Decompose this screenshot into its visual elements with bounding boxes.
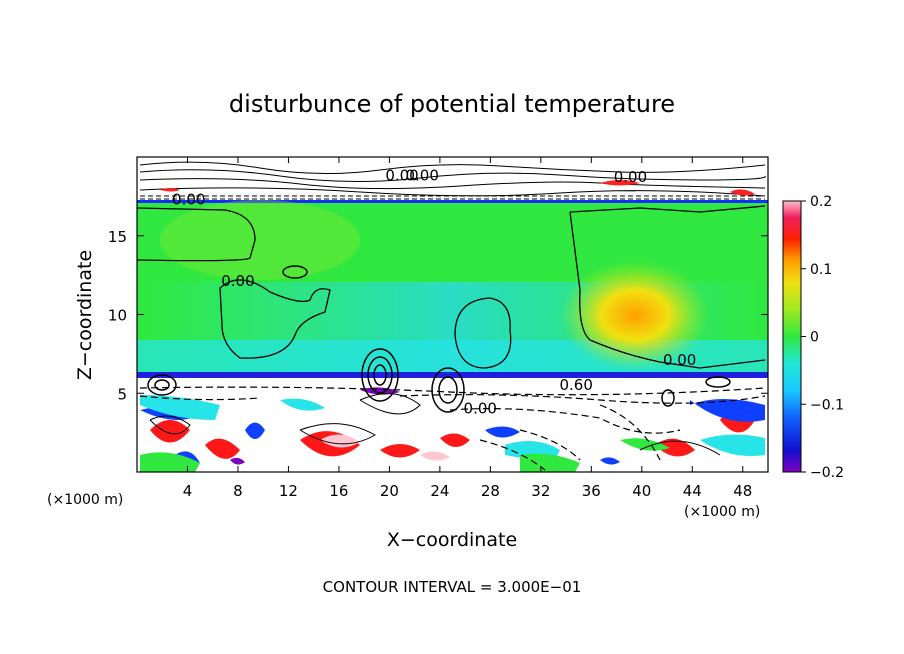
- x-tick-label: 12: [279, 482, 298, 500]
- colorbar: 0.2 0.1 0 −0.1 −0.2: [782, 194, 844, 481]
- colorbar-tick-label: −0.2: [810, 465, 844, 481]
- x-tick-label: 48: [733, 482, 752, 500]
- x-unit-right: (×1000 m): [684, 504, 760, 520]
- x-tick-label: 44: [683, 482, 702, 500]
- x-tick-label: 20: [380, 482, 399, 500]
- colorbar-tick-label: −0.1: [810, 397, 844, 413]
- zero-contour-right: [569, 205, 766, 369]
- x-tick-label: 28: [481, 482, 500, 500]
- contour-label: 0.00: [385, 167, 418, 185]
- warm-anomaly-left: [160, 200, 360, 280]
- contour-label: 0.00: [172, 190, 205, 208]
- contour-label: 0.00: [614, 168, 647, 186]
- x-tick-label: 40: [632, 482, 651, 500]
- plot-area: [137, 157, 768, 472]
- lower-boundary-blue: [137, 372, 768, 378]
- x-tick-label: 16: [329, 482, 348, 500]
- contour-label: 0.60: [559, 376, 592, 394]
- upper-dashed: [140, 195, 765, 200]
- x-tick-label: 4: [183, 482, 193, 500]
- upper-contours: [139, 161, 766, 197]
- contour-label: 0.00: [464, 400, 497, 418]
- contour-labels: 0.000.000.000.000.600.000.000.00: [172, 167, 696, 418]
- y-axis-label: Z−coordinate: [74, 250, 96, 380]
- y-axis: 5 10 15: [108, 228, 768, 403]
- contour-interval-note: CONTOUR INTERVAL = 3.000E−01: [323, 578, 582, 596]
- x-axis-label: X−coordinate: [387, 529, 517, 551]
- lower-red-patches: [150, 410, 755, 459]
- lower-dashed-contours: [139, 386, 766, 471]
- colorbar-scale: [782, 200, 802, 473]
- contour-knots: [147, 265, 731, 413]
- upper-edge-blue: [137, 200, 768, 203]
- lower-blue-patches: [140, 399, 765, 467]
- zero-contour-center: [454, 297, 512, 369]
- chart-title: disturbunce of potential temperature: [229, 90, 675, 118]
- x-tick-label: 36: [582, 482, 601, 500]
- lower-cyan-patches: [140, 395, 765, 460]
- y-tick-label: 10: [108, 307, 127, 325]
- zero-contour-mid: [219, 279, 331, 359]
- y-tick-label: 5: [117, 385, 127, 403]
- lower-green-patches: [140, 438, 670, 472]
- upper-color-streak: [160, 180, 755, 196]
- zero-contour-left: [137, 207, 256, 262]
- x-unit-left: (×1000 m): [47, 492, 123, 508]
- x-axis: 4 8 12 16 20 24 28 32 36 40 44 48: [183, 157, 752, 500]
- contour-label: 0.00: [221, 272, 254, 290]
- contour-label: 0.00: [406, 167, 439, 185]
- x-tick-label: 24: [430, 482, 449, 500]
- x-tick-label: 8: [233, 482, 243, 500]
- colorbar-tick-label: 0.1: [810, 262, 832, 278]
- lower-pink-patches: [320, 434, 450, 461]
- colorbar-ticks: 0.2 0.1 0 −0.1 −0.2: [801, 194, 844, 481]
- contour-label: 0.00: [663, 351, 696, 369]
- colorbar-tick-label: 0: [810, 330, 819, 346]
- colorbar-tick-label: 0.2: [810, 194, 832, 210]
- y-tick-label: 15: [108, 228, 127, 246]
- lower-solid-contours: [149, 393, 721, 456]
- x-tick-label: 32: [531, 482, 550, 500]
